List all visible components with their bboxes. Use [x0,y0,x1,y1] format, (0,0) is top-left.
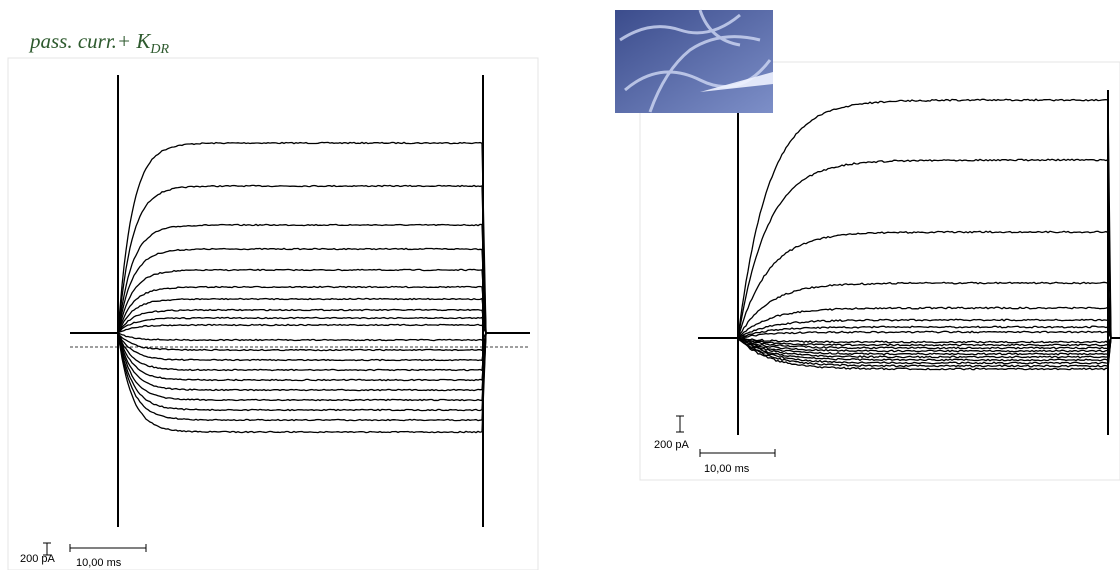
current-trace [70,332,530,412]
current-scale-label: 200 pA [654,439,690,451]
title-subscript: DR [149,42,169,57]
current-trace [70,141,530,334]
current-trace [698,330,1120,339]
left-panel [7,57,539,570]
current-trace [698,337,1120,347]
pipette [700,72,773,92]
current-trace [70,332,530,422]
current-trace [70,247,530,334]
left-title: pass. curr.+ KDR [28,29,169,57]
current-trace [698,98,1120,339]
current-trace [70,331,530,342]
current-trace [70,316,530,336]
left-traces [70,75,530,527]
current-trace [70,223,530,334]
current-trace [698,325,1120,341]
current-trace [698,281,1120,339]
current-scale-label: 200 pA [20,553,56,565]
current-trace [698,158,1120,339]
current-trace [70,332,530,392]
current-trace [698,337,1120,356]
current-trace [70,285,530,334]
current-trace [70,184,530,334]
current-trace [70,332,530,352]
current-trace [70,308,530,334]
right-panel [639,61,1120,481]
current-trace [698,318,1120,339]
current-trace [70,332,530,434]
cell-outline [619,9,772,113]
current-trace [698,337,1120,350]
current-trace [698,337,1120,362]
time-scale-label: 10,00 ms [76,557,122,569]
right-traces [698,90,1120,435]
current-trace [70,297,530,334]
current-trace [698,337,1120,359]
current-trace [698,337,1120,365]
current-trace [698,335,1120,353]
current-trace [70,332,530,382]
current-trace [70,332,530,362]
time-scale-label: 10,00 ms [704,463,750,475]
current-trace [698,336,1120,344]
current-trace [698,306,1120,339]
current-trace [698,335,1120,371]
micrograph-background [615,10,773,113]
current-trace [70,268,530,334]
title-text: pass. curr.+ K [28,29,151,53]
current-trace [70,332,530,402]
cell-micrograph [615,9,773,113]
current-trace [698,337,1120,368]
current-trace [70,323,530,334]
current-trace [70,332,530,372]
current-trace [698,230,1120,339]
